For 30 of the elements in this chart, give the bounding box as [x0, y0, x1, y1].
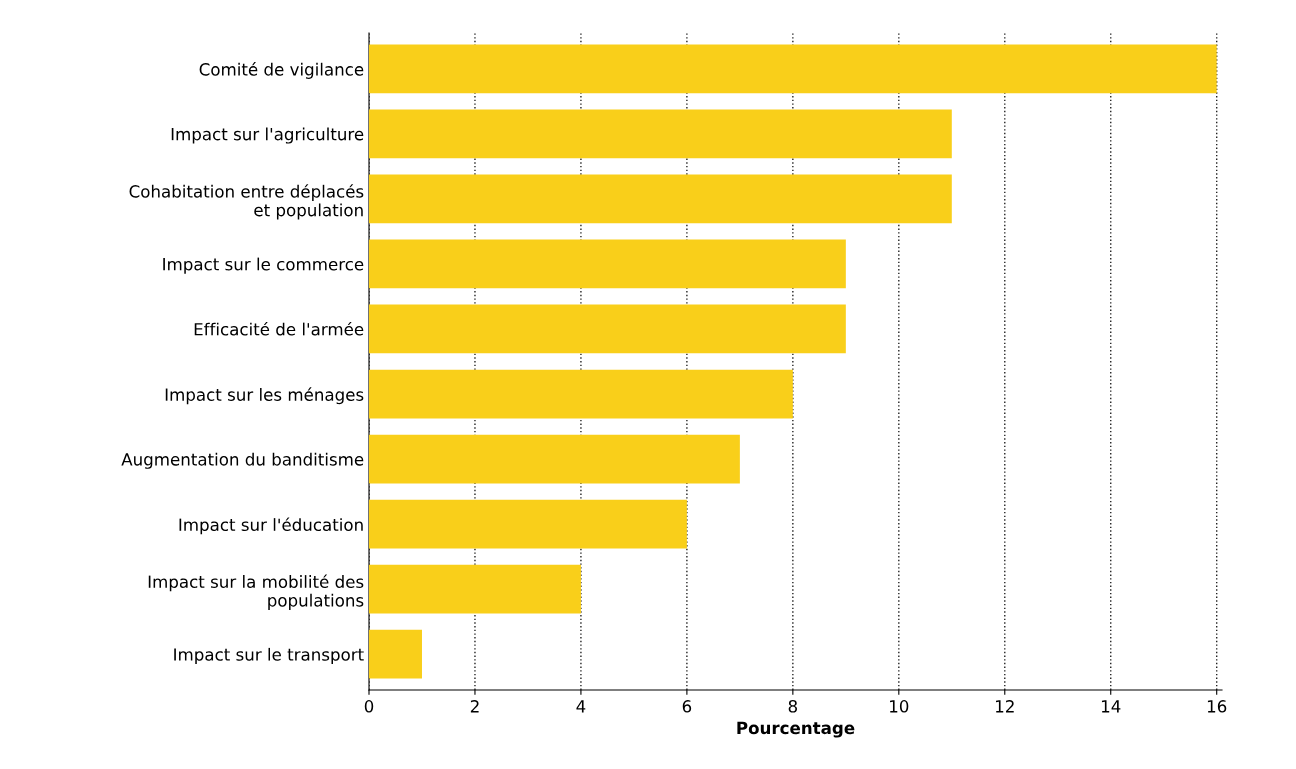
x-tick-label: 8	[788, 700, 798, 713]
x-tick-label: 2	[470, 700, 479, 713]
bar	[369, 629, 422, 679]
x-tick-label: 10	[890, 700, 909, 713]
y-tick-label: Impact sur les ménages	[165, 387, 364, 405]
y-tick-label: Impact sur le commerce	[163, 257, 364, 274]
x-tick-label: 0	[364, 700, 374, 713]
bar	[369, 369, 793, 419]
y-tick-label: Impact sur la mobilité des populations	[148, 574, 364, 610]
bar	[369, 499, 687, 549]
bar	[369, 564, 581, 614]
y-tick-label: Impact sur l'agriculture	[171, 127, 364, 144]
x-tick-label: 4	[576, 700, 586, 713]
y-tick-label: Augmentation du banditisme	[121, 452, 364, 469]
y-tick-label: Impact sur le transport	[174, 647, 364, 665]
bar	[369, 174, 952, 224]
x-tick-label: 14	[1101, 700, 1121, 713]
bar	[369, 304, 846, 354]
bar	[369, 239, 846, 289]
x-tick-label: 6	[682, 700, 692, 713]
y-tick-label: Comité de vigilance	[199, 62, 364, 79]
bar	[369, 434, 740, 484]
x-tick-label: 16	[1207, 700, 1227, 713]
y-tick-label: Efficacité de l'armée	[194, 321, 364, 336]
y-tick-label: Cohabitation entre déplacés et population	[129, 184, 364, 220]
y-tick-label: Impact sur l'éducation	[179, 517, 363, 535]
x-axis-title: Pourcentage	[737, 721, 855, 738]
bar	[369, 109, 952, 159]
bar	[369, 44, 1217, 94]
x-tick-label: 12	[996, 700, 1014, 713]
